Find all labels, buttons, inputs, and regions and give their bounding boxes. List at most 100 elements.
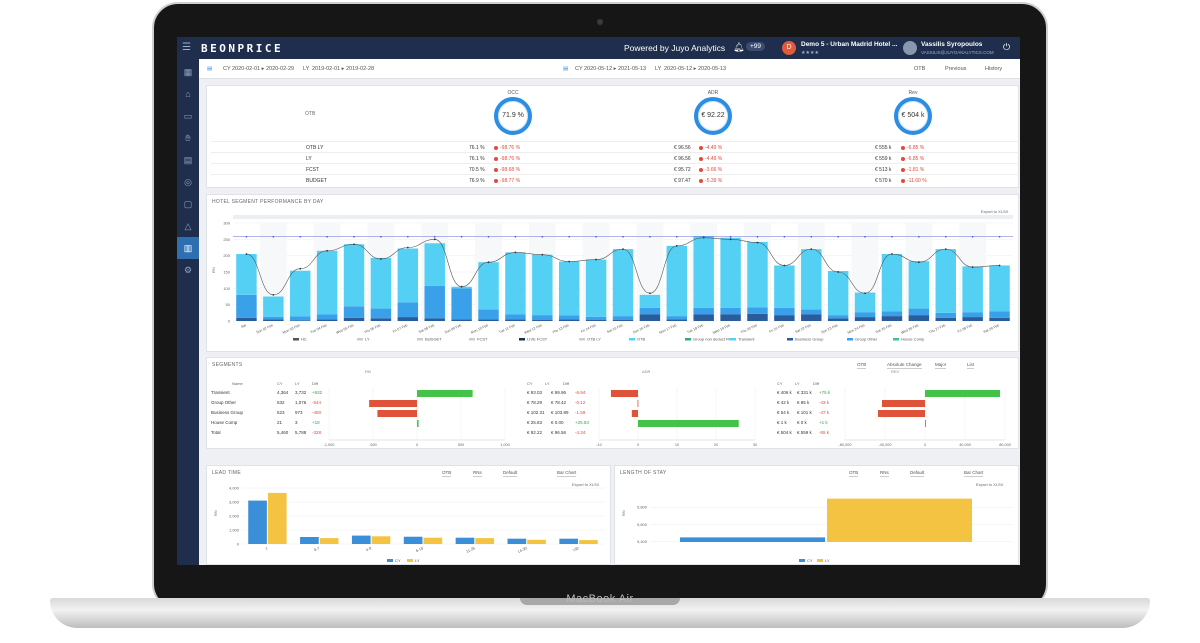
report-icon[interactable]: ▤	[183, 155, 193, 165]
bar-business-group	[747, 313, 768, 321]
bar-transient	[558, 261, 580, 316]
bar-transient	[612, 249, 634, 317]
x-tick: Sun 16 Feb	[632, 323, 650, 334]
segments-mode-select[interactable]: OTB	[857, 362, 867, 369]
hc-point	[702, 235, 705, 238]
history-button[interactable]: History	[985, 66, 1003, 72]
kpi-row-label: OTB LY	[306, 145, 324, 151]
otb-point	[729, 238, 732, 241]
lead-bar-ly	[267, 492, 287, 544]
x-tick: Wed 19 Feb	[712, 323, 731, 335]
lead-bar-cy	[507, 538, 527, 544]
calendar-icon-2[interactable]: ▤	[563, 66, 569, 72]
lead-compare-select[interactable]: Default	[503, 470, 518, 477]
calendar-icon[interactable]: ▤	[207, 66, 213, 72]
menu-icon[interactable]: ☰	[182, 42, 191, 53]
segments-level-select[interactable]: Major	[935, 362, 947, 369]
lead-x-tick: 11-25	[466, 546, 476, 554]
bar-group-other	[236, 294, 257, 318]
seg-cy: 4,364	[277, 390, 289, 395]
los-export-button[interactable]: Export to XLSX	[976, 482, 1004, 487]
notification-badge[interactable]: +99	[746, 42, 766, 51]
thumb-icon[interactable]: ✋︎	[185, 133, 191, 143]
bar-transient	[397, 248, 419, 303]
otb-point	[380, 258, 382, 260]
bar-group-other	[693, 307, 714, 315]
seg-diff: -544	[312, 400, 322, 405]
brand-logo: BEONPRICE	[201, 42, 284, 55]
bar-business-group	[585, 320, 607, 321]
rev-tick: -40,000	[879, 443, 892, 447]
occ-title: OCC	[507, 90, 519, 96]
legend-swatch	[787, 338, 793, 341]
bar-transient	[854, 292, 876, 313]
lead-chart-select[interactable]: Bar Chart	[557, 470, 577, 477]
bar-business-group	[397, 317, 419, 321]
cy-range[interactable]: 2020-02-01 ▸ 2020-02-29	[232, 66, 295, 72]
previous-button[interactable]: Previous	[945, 66, 967, 72]
lead-export-button[interactable]: Export to XLSX	[572, 482, 600, 487]
kpi-diff: -98.68 %	[494, 167, 520, 173]
los-metric-select[interactable]: RNs	[880, 470, 889, 477]
lead-mode-select[interactable]: OTB	[442, 470, 452, 477]
kpi-diff: -4.49 %	[699, 145, 722, 151]
segments-view-select[interactable]: List	[967, 362, 975, 369]
chat-icon[interactable]: ▢	[183, 199, 193, 209]
rn-tick: -1,000	[324, 443, 335, 447]
kpi-diff: -3.66 %	[699, 167, 722, 173]
lead-x-tick: 0-7	[314, 546, 321, 552]
hotel-icon[interactable]: ⌂	[185, 89, 191, 99]
y-tick: 250	[223, 237, 230, 242]
ly-range-2[interactable]: 2020-05-12 ▸ 2020-05-13	[664, 66, 727, 72]
rev-tick: 0	[924, 443, 926, 447]
otb-point	[971, 266, 974, 268]
ly-range[interactable]: 2019-02-01 ▸ 2019-02-28	[312, 66, 375, 72]
settings-icon[interactable]: ⚙	[183, 265, 193, 275]
hc-point	[810, 235, 813, 238]
binoculars-icon[interactable]: ◎	[184, 177, 192, 187]
bar-transient	[801, 249, 822, 310]
daily-export-button[interactable]: Export to XLSX	[981, 209, 1009, 214]
hc-point	[622, 235, 624, 238]
cy-range-2[interactable]: 2020-05-12 ▸ 2021-05-13	[584, 66, 647, 72]
lead-bar-cy	[403, 536, 423, 544]
los-compare-select[interactable]: Default	[910, 470, 925, 477]
lead-y-tick: 2,000	[229, 514, 240, 519]
lead-metric-select[interactable]: RNs	[473, 470, 482, 477]
seg-adr-diff: -6.94	[575, 390, 586, 395]
seg-adr-cy: € 92.22	[527, 430, 543, 435]
seg-cy: 21	[277, 420, 283, 425]
user-avatar[interactable]	[903, 41, 917, 55]
bar-business-group	[612, 320, 634, 321]
user-name[interactable]: Vassilis Syropoulos	[921, 41, 983, 48]
rev-tick: 40,000	[959, 443, 971, 447]
adr-bar	[637, 400, 639, 407]
hotel-avatar[interactable]: D	[782, 41, 796, 55]
bar-business-group	[505, 319, 526, 321]
seg-diff: +632	[312, 390, 323, 395]
adr-tick: 20	[714, 443, 718, 447]
los-y-label: RN	[621, 510, 626, 516]
mode-select[interactable]: OTB	[914, 66, 926, 72]
lead-bar-cy	[351, 535, 371, 544]
los-mode-select[interactable]: OTB	[849, 470, 859, 477]
power-icon[interactable]: ⏻	[1003, 42, 1011, 52]
ticket-icon[interactable]: ▭	[183, 111, 193, 121]
legend-label: OTB LY	[587, 337, 601, 342]
otb-point	[675, 244, 678, 247]
x-tick: Sat	[240, 323, 246, 329]
hc-point	[944, 235, 947, 238]
dashboard-icon[interactable]: ▦	[183, 67, 193, 77]
segments-change-select[interactable]: Absolute Change	[887, 362, 922, 369]
analytics-icon[interactable]: ▥	[177, 237, 199, 259]
bell-icon[interactable]: 🔔︎	[733, 42, 745, 52]
rn-bar	[417, 420, 419, 427]
alert-icon[interactable]: △	[184, 221, 192, 231]
bar-business-group	[854, 317, 876, 321]
seg-ly: 3,732	[295, 390, 307, 395]
hotel-selector[interactable]: Demo 5 - Urban Madrid Hotel ...	[801, 41, 898, 48]
seg-adr-diff: -4.34	[575, 430, 586, 435]
bar-business-group	[989, 317, 1010, 321]
los-chart-select[interactable]: Bar Chart	[964, 470, 984, 477]
bar-business-group	[720, 314, 741, 321]
